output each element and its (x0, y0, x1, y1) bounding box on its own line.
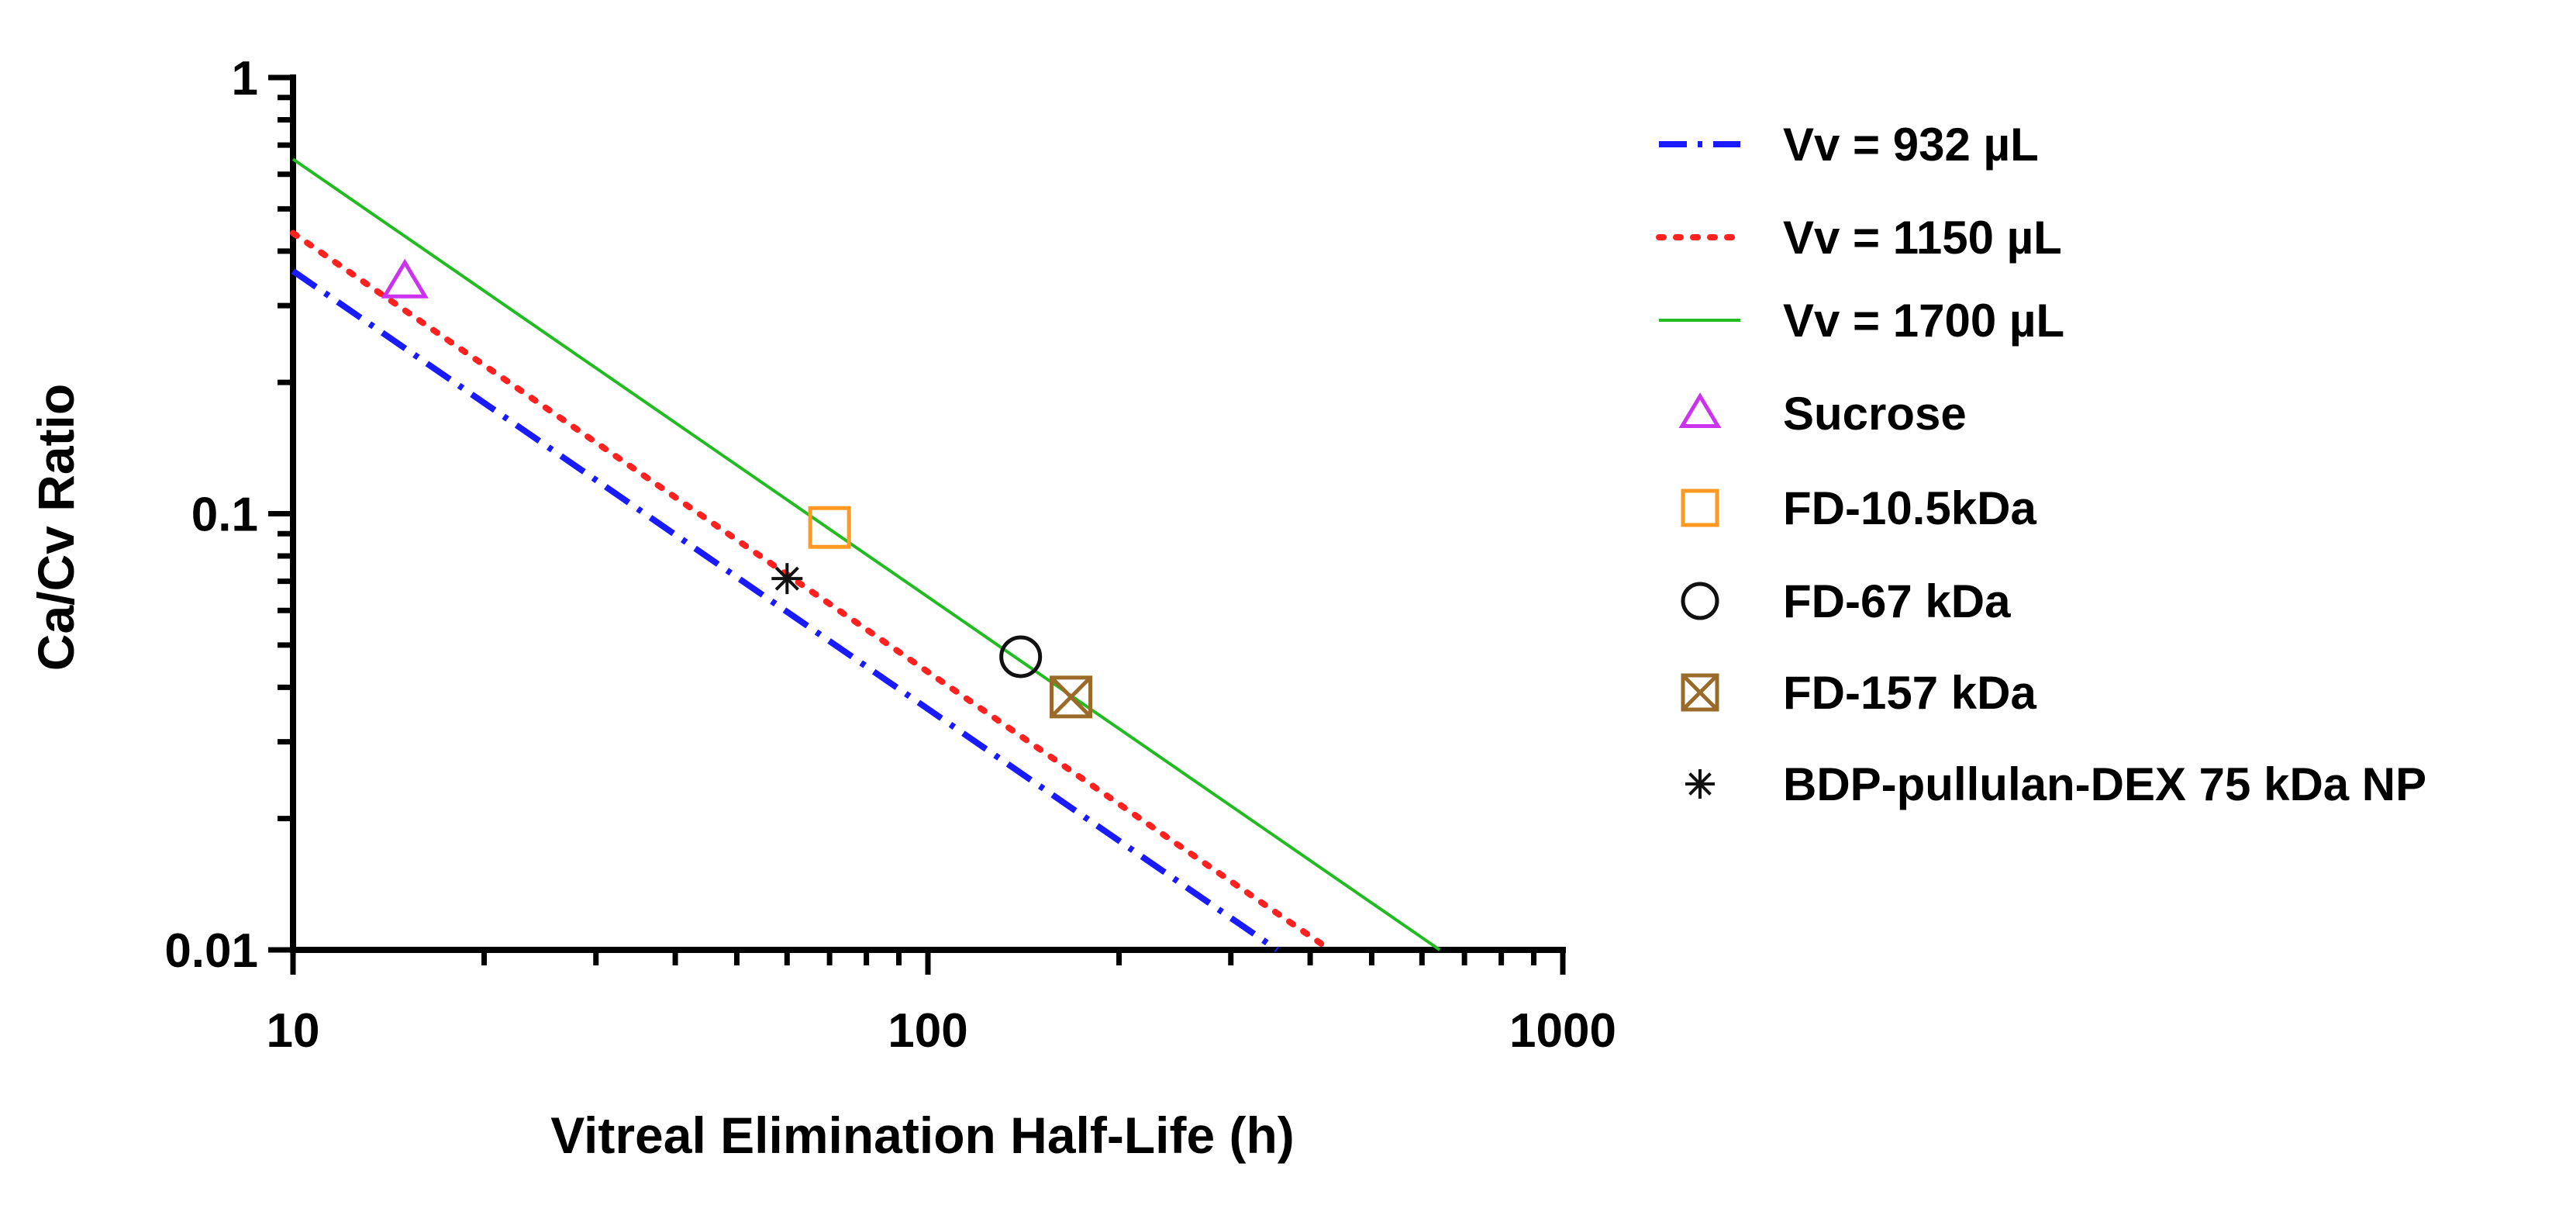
data-point-circle (999, 635, 1043, 678)
series-line-1 (291, 268, 1279, 953)
legend: Vv = 932 µL Vv = 1150 µL Vv = 1700 µL Sucro… (1656, 119, 2426, 810)
y-axis-title: Ca/Cv Ratio (27, 384, 84, 671)
circle-marker-shape (999, 635, 1043, 678)
legend-item-triangle: Sucrose (1678, 388, 1967, 440)
legend-item-line-2: Vv = 1150 µL (1656, 212, 2062, 264)
x-tick-label: 10 (267, 1004, 320, 1058)
y-tick-label: 1 (232, 52, 258, 105)
data-points (381, 258, 1093, 719)
legend-marker (1681, 673, 1719, 712)
triangle-marker-shape (1678, 392, 1722, 428)
data-point-asterisk (771, 563, 803, 595)
legend-label: Vv = 1150 µL (1783, 212, 2062, 264)
legend-item-asterisk: BDP-pullulan-DEX 75 kDa NP (1685, 758, 2426, 810)
data-point-triangle (381, 258, 429, 299)
asterisk-marker-stroke (774, 566, 799, 591)
square-x-marker-diag (1681, 674, 1719, 711)
series-line-2 (290, 230, 1333, 953)
legend-label: FD-157 kDa (1783, 667, 2036, 719)
square-marker-shape (808, 506, 851, 549)
legend-item-square-x: FD-157 kDa (1681, 667, 2036, 719)
data-point-square (808, 506, 851, 549)
square-x-marker-shape (1681, 673, 1719, 712)
x-tick-label: 100 (888, 1004, 967, 1058)
square-marker-shape (1681, 489, 1719, 527)
legend-label: BDP-pullulan-DEX 75 kDa NP (1783, 758, 2426, 810)
x-tick-label: 1000 (1509, 1004, 1616, 1058)
y-tick-label: 0.1 (191, 489, 258, 542)
legend-label: Sucrose (1783, 388, 1967, 440)
axes: 10 100 1000 0.01 0.1 1 (164, 52, 1616, 1058)
series-line-3 (291, 157, 1441, 951)
data-point-square-x (1050, 675, 1093, 719)
asterisk-marker-stroke (1688, 772, 1712, 796)
legend-item-square: FD-10.5kDa (1681, 482, 2036, 534)
legend-label: Vv = 1700 µL (1783, 295, 2064, 347)
legend-item-line-3: Vv = 1700 µL (1659, 295, 2064, 347)
y-tick-label: 0.01 (164, 924, 258, 978)
legend-item-circle: FD-67 kDa (1681, 575, 2011, 627)
square-x-marker-diag (1050, 676, 1092, 718)
triangle-marker-shape (381, 258, 429, 299)
legend-marker (1681, 582, 1719, 620)
square-x-marker-shape (1050, 675, 1093, 719)
x-axis-title: Vitreal Elimination Half-Life (h) (550, 1107, 1295, 1164)
legend-marker (1681, 489, 1719, 527)
legend-label: FD-10.5kDa (1783, 482, 2036, 534)
legend-marker (1685, 769, 1715, 799)
legend-marker (1678, 392, 1722, 428)
series-lines (290, 157, 1441, 953)
circle-marker-shape (1681, 582, 1719, 620)
legend-label: FD-67 kDa (1783, 575, 2011, 627)
legend-label: Vv = 932 µL (1783, 119, 2039, 171)
legend-item-line-1: Vv = 932 µL (1659, 119, 2039, 171)
